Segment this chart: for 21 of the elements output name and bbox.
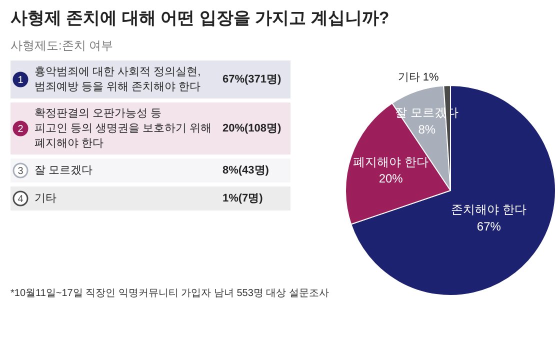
text: *10월11일~17일 직장인 익명커뮤니티 가입자 남녀 553명 대상 설문조사 bbox=[10, 288, 329, 299]
data-label: 20% bbox=[378, 172, 404, 186]
data-label: 67% bbox=[476, 219, 502, 234]
chart-subtitle: 사형제도:존치 여부 bbox=[10, 38, 114, 52]
text: 1%(7명) bbox=[222, 192, 264, 204]
text: 확정판결의 오판가능성 등 피고인 등의 생명권을 보호하기 위해 폐지해야 한다 bbox=[34, 108, 212, 150]
text: 3 bbox=[18, 166, 24, 177]
chart-title: 사형제 존치에 대해 어떤 입장을 가지고 계십니까? bbox=[10, 8, 390, 28]
text: 20%(108명) bbox=[222, 122, 282, 134]
text: 8%(43명) bbox=[222, 164, 270, 176]
slice-label: 존치해야 한다 bbox=[451, 202, 527, 217]
text: 잘 모르겠다 bbox=[34, 164, 93, 176]
category-label: 기타 1% bbox=[398, 72, 439, 84]
slice-label: 폐지해야 한다 bbox=[353, 154, 429, 169]
legend-label: 기타 bbox=[34, 192, 56, 204]
text: 흉악범죄에 대한 사회적 정의실현, 범죄예방 등을 위해 존치해야 한다 bbox=[34, 66, 201, 93]
text: 2 bbox=[18, 124, 24, 135]
text: 1 bbox=[18, 75, 24, 86]
text: 67%(371명) bbox=[222, 74, 282, 86]
data-label: 8% bbox=[418, 122, 436, 136]
text: 4 bbox=[18, 194, 24, 205]
